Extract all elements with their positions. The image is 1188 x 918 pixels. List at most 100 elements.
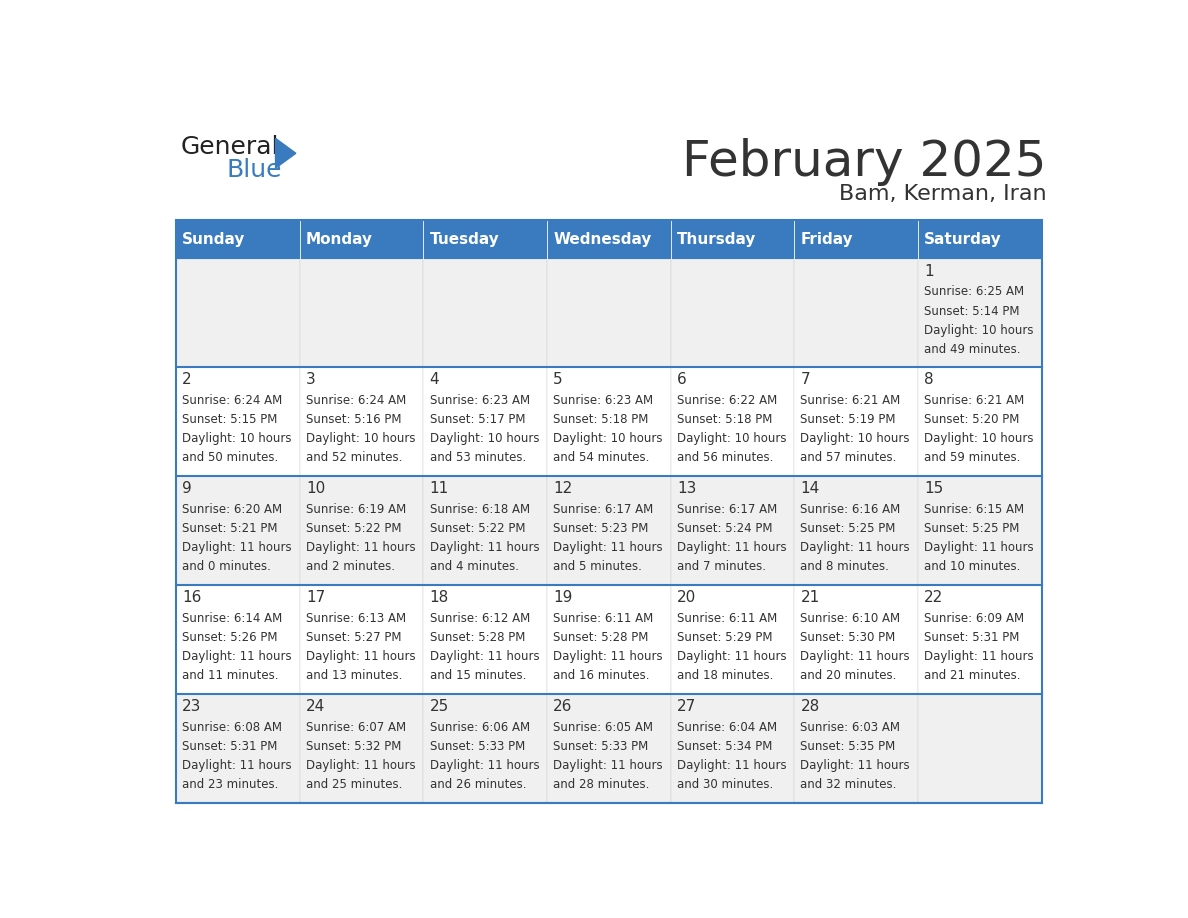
- Text: and 0 minutes.: and 0 minutes.: [182, 560, 271, 574]
- Text: 14: 14: [801, 481, 820, 497]
- Text: and 59 minutes.: and 59 minutes.: [924, 452, 1020, 465]
- Text: Sunset: 5:27 PM: Sunset: 5:27 PM: [307, 631, 402, 644]
- Text: and 28 minutes.: and 28 minutes.: [554, 778, 650, 791]
- FancyBboxPatch shape: [918, 476, 1042, 585]
- Text: and 30 minutes.: and 30 minutes.: [677, 778, 773, 791]
- Text: Sunrise: 6:17 AM: Sunrise: 6:17 AM: [677, 503, 777, 516]
- Text: 15: 15: [924, 481, 943, 497]
- Text: 18: 18: [430, 590, 449, 605]
- Text: Sunrise: 6:16 AM: Sunrise: 6:16 AM: [801, 503, 901, 516]
- Text: Daylight: 11 hours: Daylight: 11 hours: [430, 759, 539, 772]
- Text: Daylight: 11 hours: Daylight: 11 hours: [430, 542, 539, 554]
- Text: Sunrise: 6:20 AM: Sunrise: 6:20 AM: [182, 503, 283, 516]
- Text: and 52 minutes.: and 52 minutes.: [307, 452, 403, 465]
- Text: Sunrise: 6:03 AM: Sunrise: 6:03 AM: [801, 721, 901, 733]
- FancyBboxPatch shape: [546, 585, 671, 694]
- Text: 3: 3: [307, 373, 316, 387]
- FancyBboxPatch shape: [546, 476, 671, 585]
- FancyBboxPatch shape: [795, 585, 918, 694]
- Text: Sunrise: 6:05 AM: Sunrise: 6:05 AM: [554, 721, 653, 733]
- Text: Daylight: 11 hours: Daylight: 11 hours: [307, 759, 416, 772]
- Text: 20: 20: [677, 590, 696, 605]
- Text: Sunset: 5:30 PM: Sunset: 5:30 PM: [801, 631, 896, 644]
- FancyBboxPatch shape: [299, 219, 423, 259]
- Text: Sunrise: 6:24 AM: Sunrise: 6:24 AM: [307, 395, 406, 408]
- FancyBboxPatch shape: [795, 259, 918, 367]
- Text: Daylight: 11 hours: Daylight: 11 hours: [554, 759, 663, 772]
- Text: Sunrise: 6:17 AM: Sunrise: 6:17 AM: [554, 503, 653, 516]
- Text: Sunset: 5:28 PM: Sunset: 5:28 PM: [430, 631, 525, 644]
- Text: and 26 minutes.: and 26 minutes.: [430, 778, 526, 791]
- Text: Sunset: 5:14 PM: Sunset: 5:14 PM: [924, 305, 1019, 318]
- FancyBboxPatch shape: [176, 476, 299, 585]
- Text: 8: 8: [924, 373, 934, 387]
- Text: Bam, Kerman, Iran: Bam, Kerman, Iran: [839, 185, 1047, 205]
- Text: and 4 minutes.: and 4 minutes.: [430, 560, 519, 574]
- Text: and 10 minutes.: and 10 minutes.: [924, 560, 1020, 574]
- Text: Sunrise: 6:07 AM: Sunrise: 6:07 AM: [307, 721, 406, 733]
- Text: 26: 26: [554, 699, 573, 714]
- Text: Sunset: 5:25 PM: Sunset: 5:25 PM: [801, 522, 896, 535]
- Text: 6: 6: [677, 373, 687, 387]
- Text: Sunrise: 6:21 AM: Sunrise: 6:21 AM: [924, 395, 1024, 408]
- Text: Daylight: 11 hours: Daylight: 11 hours: [554, 542, 663, 554]
- Text: and 54 minutes.: and 54 minutes.: [554, 452, 650, 465]
- Text: February 2025: February 2025: [682, 139, 1047, 186]
- Text: Sunset: 5:18 PM: Sunset: 5:18 PM: [677, 413, 772, 426]
- Text: Daylight: 10 hours: Daylight: 10 hours: [924, 323, 1034, 337]
- Text: Sunset: 5:22 PM: Sunset: 5:22 PM: [307, 522, 402, 535]
- FancyBboxPatch shape: [546, 367, 671, 476]
- Text: and 50 minutes.: and 50 minutes.: [182, 452, 278, 465]
- Text: Sunrise: 6:23 AM: Sunrise: 6:23 AM: [430, 395, 530, 408]
- Text: and 57 minutes.: and 57 minutes.: [801, 452, 897, 465]
- Text: 16: 16: [182, 590, 202, 605]
- Text: Sunset: 5:33 PM: Sunset: 5:33 PM: [554, 740, 649, 753]
- Text: Tuesday: Tuesday: [430, 231, 499, 247]
- Text: and 56 minutes.: and 56 minutes.: [677, 452, 773, 465]
- Text: Daylight: 11 hours: Daylight: 11 hours: [924, 542, 1034, 554]
- Text: Sunrise: 6:23 AM: Sunrise: 6:23 AM: [554, 395, 653, 408]
- FancyBboxPatch shape: [423, 476, 546, 585]
- Text: Daylight: 11 hours: Daylight: 11 hours: [677, 542, 786, 554]
- FancyBboxPatch shape: [423, 694, 546, 803]
- Text: Daylight: 11 hours: Daylight: 11 hours: [182, 650, 292, 663]
- Text: Sunrise: 6:08 AM: Sunrise: 6:08 AM: [182, 721, 283, 733]
- FancyBboxPatch shape: [176, 219, 299, 259]
- Text: Daylight: 11 hours: Daylight: 11 hours: [924, 650, 1034, 663]
- Text: and 53 minutes.: and 53 minutes.: [430, 452, 526, 465]
- Text: Daylight: 11 hours: Daylight: 11 hours: [677, 650, 786, 663]
- FancyBboxPatch shape: [546, 219, 671, 259]
- Text: Sunset: 5:26 PM: Sunset: 5:26 PM: [182, 631, 278, 644]
- Text: Sunrise: 6:10 AM: Sunrise: 6:10 AM: [801, 612, 901, 625]
- Text: and 20 minutes.: and 20 minutes.: [801, 669, 897, 682]
- Text: Blue: Blue: [227, 158, 283, 183]
- Text: Daylight: 11 hours: Daylight: 11 hours: [554, 650, 663, 663]
- FancyBboxPatch shape: [918, 259, 1042, 367]
- Text: 19: 19: [554, 590, 573, 605]
- Text: Sunset: 5:35 PM: Sunset: 5:35 PM: [801, 740, 896, 753]
- Text: Sunset: 5:28 PM: Sunset: 5:28 PM: [554, 631, 649, 644]
- FancyBboxPatch shape: [671, 694, 795, 803]
- FancyBboxPatch shape: [671, 476, 795, 585]
- Text: 28: 28: [801, 699, 820, 714]
- Text: Sunset: 5:18 PM: Sunset: 5:18 PM: [554, 413, 649, 426]
- FancyBboxPatch shape: [299, 694, 423, 803]
- Text: Daylight: 11 hours: Daylight: 11 hours: [182, 542, 292, 554]
- FancyBboxPatch shape: [671, 259, 795, 367]
- Text: Sunrise: 6:06 AM: Sunrise: 6:06 AM: [430, 721, 530, 733]
- FancyBboxPatch shape: [176, 694, 299, 803]
- Text: Sunset: 5:22 PM: Sunset: 5:22 PM: [430, 522, 525, 535]
- Text: Sunrise: 6:12 AM: Sunrise: 6:12 AM: [430, 612, 530, 625]
- Text: Sunrise: 6:19 AM: Sunrise: 6:19 AM: [307, 503, 406, 516]
- FancyBboxPatch shape: [918, 694, 1042, 803]
- Text: 11: 11: [430, 481, 449, 497]
- Text: Sunrise: 6:22 AM: Sunrise: 6:22 AM: [677, 395, 777, 408]
- Text: 25: 25: [430, 699, 449, 714]
- Text: Sunrise: 6:09 AM: Sunrise: 6:09 AM: [924, 612, 1024, 625]
- Text: Friday: Friday: [801, 231, 853, 247]
- Text: Sunset: 5:25 PM: Sunset: 5:25 PM: [924, 522, 1019, 535]
- Text: and 16 minutes.: and 16 minutes.: [554, 669, 650, 682]
- Text: Sunrise: 6:13 AM: Sunrise: 6:13 AM: [307, 612, 406, 625]
- Text: Daylight: 11 hours: Daylight: 11 hours: [307, 542, 416, 554]
- FancyBboxPatch shape: [918, 367, 1042, 476]
